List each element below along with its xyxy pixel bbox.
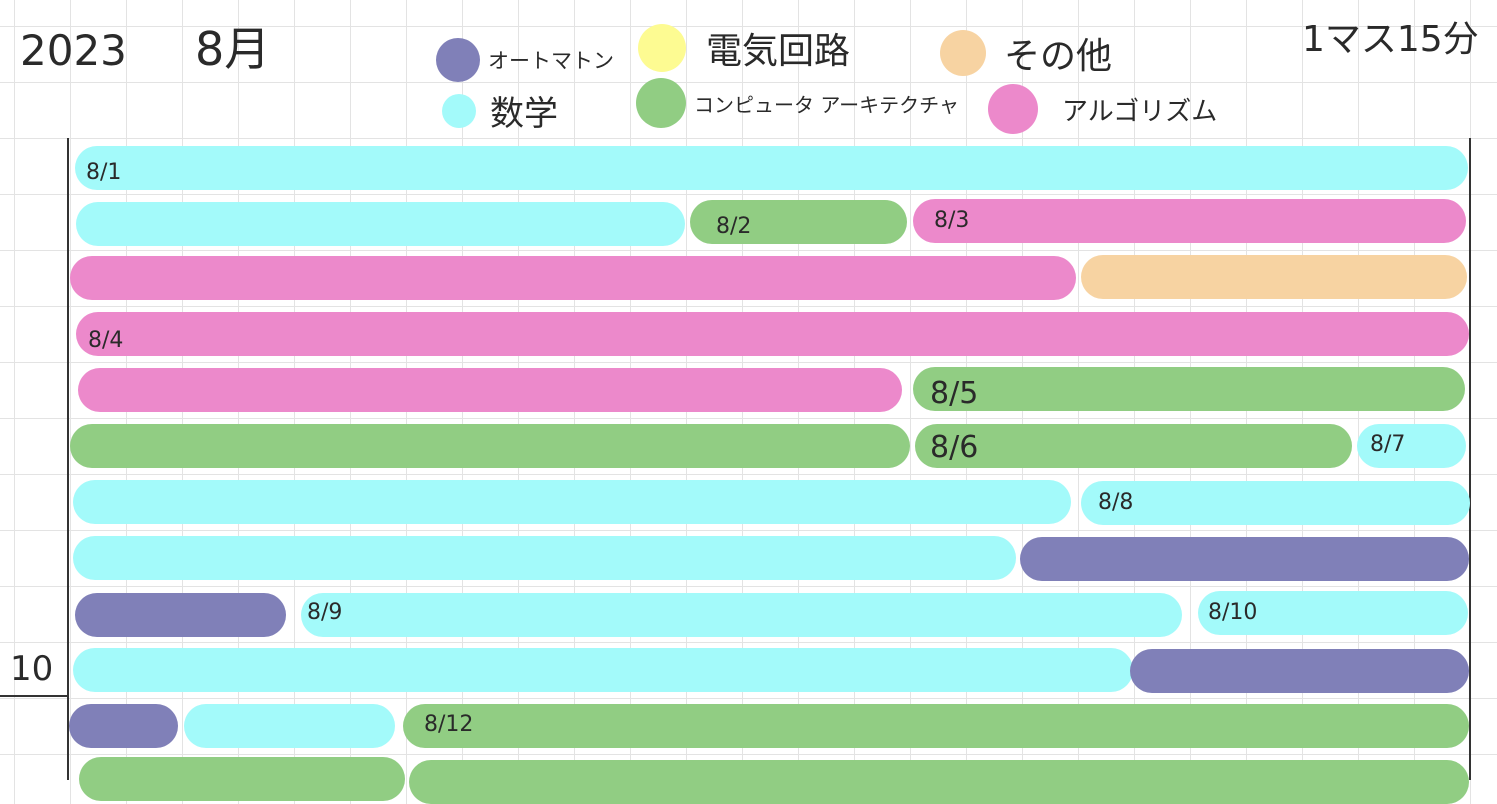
timeline-right-border xyxy=(1469,138,1471,780)
study-block-math xyxy=(73,536,1016,580)
legend-swatch-arch xyxy=(636,78,686,128)
study-block-arch xyxy=(913,367,1465,411)
legend-item-other: その他 xyxy=(940,27,1112,79)
date-label: 8/10 xyxy=(1208,600,1258,625)
date-label: 8/4 xyxy=(88,328,124,353)
study-block-math xyxy=(73,648,1133,692)
study-block-math xyxy=(1198,591,1468,635)
legend-item-math: 数学 xyxy=(442,86,558,135)
date-label: 8/3 xyxy=(934,208,970,233)
study-block-math xyxy=(1081,481,1470,525)
legend-label-other: その他 xyxy=(1004,36,1113,77)
study-block-automaton xyxy=(1020,537,1469,581)
study-block-arch xyxy=(690,200,907,244)
legend-label-algorithm: アルゴリズム xyxy=(1062,96,1218,127)
study-block-math xyxy=(301,593,1182,637)
legend-swatch-automaton xyxy=(436,38,480,82)
study-block-algorithm xyxy=(913,199,1466,243)
study-block-algorithm xyxy=(76,312,1469,356)
date-label: 8/9 xyxy=(307,600,343,625)
legend-label-arch: コンピュータ アーキテクチャ xyxy=(694,92,959,117)
hour-label-10: 10 xyxy=(10,649,54,689)
study-block-math xyxy=(75,146,1468,190)
study-block-math xyxy=(1357,424,1466,468)
legend-item-arch: コンピュータ アーキテクチャ xyxy=(636,78,959,128)
study-block-arch xyxy=(70,424,910,468)
study-block-arch xyxy=(79,757,405,801)
study-block-automaton xyxy=(69,704,178,748)
scale-note: 1マス15分 xyxy=(1302,19,1479,60)
study-block-math xyxy=(73,480,1071,524)
study-block-automaton xyxy=(75,593,286,637)
hour-tick-10 xyxy=(0,695,69,697)
date-label: 8/12 xyxy=(424,712,474,737)
date-label: 8/8 xyxy=(1098,490,1134,515)
year-title: 2023 xyxy=(20,26,127,75)
legend-item-algorithm: アルゴリズム xyxy=(988,84,1217,134)
study-block-algorithm xyxy=(70,256,1076,300)
date-label: 8/5 xyxy=(930,376,979,411)
study-block-arch xyxy=(409,760,1469,804)
month-title: 8月 xyxy=(195,22,271,76)
legend-item-circuit: 電気回路 xyxy=(638,22,850,74)
legend-swatch-algorithm xyxy=(988,84,1038,134)
legend-swatch-circuit xyxy=(638,24,686,72)
study-block-automaton xyxy=(1130,649,1469,693)
study-block-arch xyxy=(403,704,1469,748)
study-block-other xyxy=(1081,255,1467,299)
date-label: 8/1 xyxy=(86,160,122,185)
date-label: 8/7 xyxy=(1370,432,1406,457)
study-block-algorithm xyxy=(78,368,902,412)
study-block-math xyxy=(184,704,395,748)
legend-swatch-math xyxy=(442,93,476,128)
legend-item-automaton: オートマトン xyxy=(436,38,614,82)
legend-label-automaton: オートマトン xyxy=(488,49,614,73)
legend-swatch-other xyxy=(940,30,986,76)
legend-label-math: 数学 xyxy=(490,94,558,134)
date-label: 8/2 xyxy=(716,214,752,239)
date-label: 8/6 xyxy=(930,430,979,465)
study-block-arch xyxy=(915,424,1352,468)
study-block-math xyxy=(76,202,685,246)
timeline-left-border xyxy=(67,138,69,780)
legend-label-circuit: 電気回路 xyxy=(706,31,851,72)
